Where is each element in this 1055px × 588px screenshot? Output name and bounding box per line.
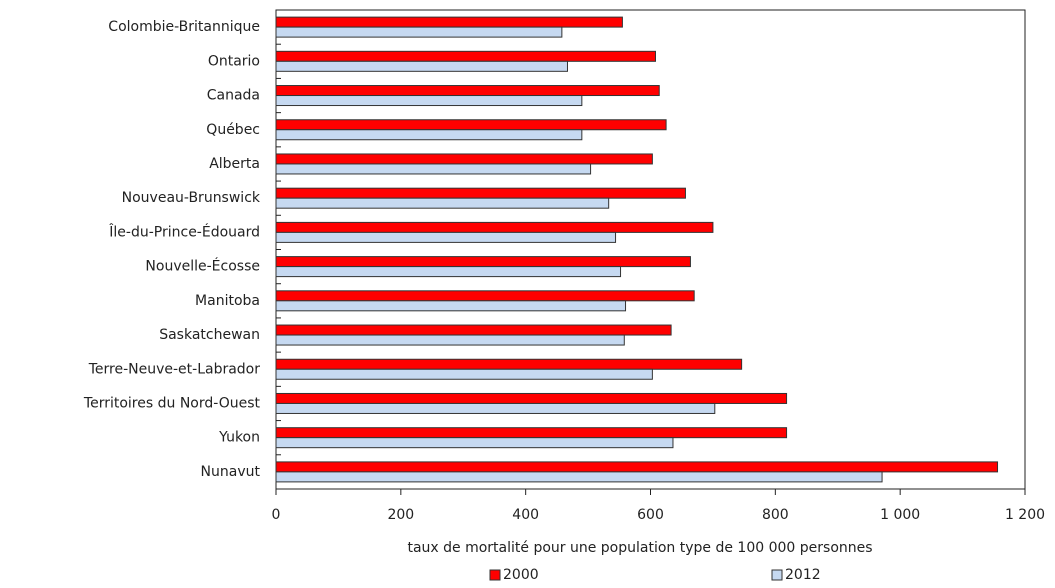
bar bbox=[275, 300, 627, 312]
bar bbox=[275, 16, 623, 28]
bar bbox=[275, 324, 672, 336]
y-tick-label: Manitoba bbox=[195, 293, 260, 309]
bar bbox=[275, 187, 686, 199]
bar bbox=[275, 197, 610, 209]
bar bbox=[275, 427, 788, 439]
bar bbox=[275, 471, 883, 483]
bar bbox=[275, 119, 667, 131]
bar bbox=[275, 256, 691, 268]
bar bbox=[275, 368, 653, 380]
x-tick-label: 1 000 bbox=[880, 507, 920, 523]
bar bbox=[275, 85, 660, 97]
bar bbox=[275, 392, 788, 404]
y-tick-label: Nunavut bbox=[201, 464, 261, 480]
x-tick-label: 600 bbox=[637, 507, 664, 523]
bar bbox=[275, 129, 583, 141]
y-tick-label: Nouveau-Brunswick bbox=[122, 190, 261, 206]
bar bbox=[275, 221, 714, 233]
bar bbox=[275, 461, 999, 473]
x-tick-label: 400 bbox=[512, 507, 539, 523]
y-tick-label: Yukon bbox=[218, 430, 260, 446]
y-tick-label: Alberta bbox=[209, 156, 260, 172]
x-tick-label: 200 bbox=[387, 507, 414, 523]
x-tick-label: 0 bbox=[272, 507, 281, 523]
bar bbox=[275, 95, 583, 107]
legend-swatch bbox=[489, 569, 501, 581]
bar bbox=[275, 60, 568, 72]
y-tick-label: Colombie-Britannique bbox=[108, 19, 260, 35]
plot-frame bbox=[275, 9, 1026, 490]
bar bbox=[275, 163, 592, 175]
bar bbox=[275, 153, 653, 165]
x-axis-label: taux de mortalité pour une population ty… bbox=[407, 540, 872, 556]
y-tick-label: Terre-Neuve-et-Labrador bbox=[88, 361, 261, 377]
bar bbox=[275, 231, 617, 243]
bar bbox=[275, 266, 622, 278]
x-tick-label: 1 200 bbox=[1005, 507, 1045, 523]
bar bbox=[275, 290, 695, 302]
legend-swatch bbox=[771, 569, 783, 581]
bar bbox=[275, 26, 563, 38]
bar bbox=[275, 358, 743, 370]
bar bbox=[275, 437, 674, 449]
bar bbox=[275, 334, 625, 346]
bar bbox=[275, 402, 716, 414]
y-tick-label: Québec bbox=[206, 122, 260, 138]
x-tick-label: 800 bbox=[762, 507, 789, 523]
y-tick-label: Ontario bbox=[208, 53, 260, 69]
bar bbox=[275, 50, 656, 62]
y-tick-label: Canada bbox=[207, 88, 260, 104]
y-tick-label: Saskatchewan bbox=[159, 327, 260, 343]
legend-label: 2012 bbox=[785, 567, 821, 583]
legend-label: 2000 bbox=[503, 567, 539, 583]
y-tick-label: Territoires du Nord-Ouest bbox=[83, 395, 261, 411]
y-tick-label: Nouvelle-Écosse bbox=[145, 258, 260, 275]
y-tick-label: Île-du-Prince-Édouard bbox=[108, 222, 260, 240]
